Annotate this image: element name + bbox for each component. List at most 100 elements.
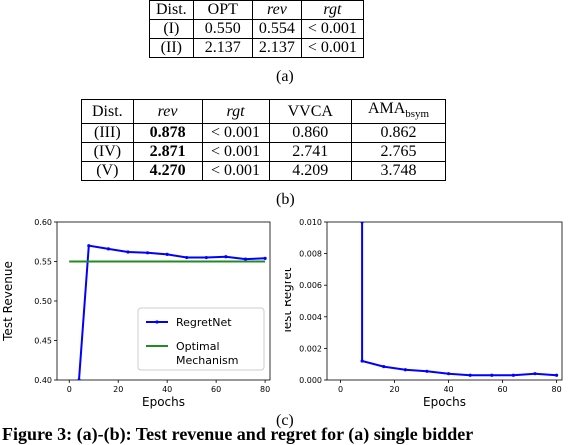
table-cell: 2.871: [132, 142, 203, 163]
figure-label: Figure 3:: [2, 424, 73, 444]
data-point: [403, 368, 407, 372]
x-axis-label: Epochs: [142, 395, 185, 409]
table-b-header-row: Dist. rev rgt VVCA AMAbsym: [81, 98, 447, 125]
table-cell: < 0.001: [201, 161, 270, 182]
bold-value: 4.270: [149, 162, 186, 180]
table-b-header-rev: rev: [132, 98, 203, 125]
y-tick-label: 0.002: [299, 344, 322, 353]
bold-value: 0.878: [149, 124, 186, 142]
table-row: (II) 2.137 2.137 < 0.001: [149, 38, 364, 58]
data-point: [77, 378, 81, 380]
x-tick-label: 80: [260, 385, 270, 394]
y-tick-label: 0.40: [34, 376, 52, 385]
x-tick-label: 60: [211, 385, 221, 394]
data-point: [468, 373, 472, 377]
data-point: [382, 364, 386, 369]
x-axis-label: Epochs: [423, 395, 466, 409]
series-line: [361, 222, 557, 377]
table-b-header-rgt: rgt: [201, 98, 270, 125]
x-tick-label: 40: [443, 385, 453, 394]
series-group: [360, 222, 559, 377]
table-cell: < 0.001: [201, 123, 270, 144]
ama-subscript: bsym: [405, 108, 430, 121]
x-tick-label: 40: [162, 385, 172, 394]
table-cell: (II): [149, 38, 194, 58]
x-tick-label: 80: [552, 385, 562, 394]
plot-frame: [326, 221, 563, 381]
table-a-header-rev: rev: [251, 0, 302, 20]
x-tick-label: 0: [67, 385, 72, 394]
y-tick-label: 0.55: [34, 258, 52, 267]
x-tick-label: 20: [113, 385, 123, 394]
table-cell: < 0.001: [300, 19, 364, 39]
data-point: [204, 255, 208, 260]
data-point: [165, 252, 169, 256]
table-row: (III) 0.878 < 0.001 0.860 0.862: [81, 123, 447, 144]
y-axis-label: Test Revenue: [1, 261, 15, 342]
table-row: (IV) 2.871 < 0.001 2.741 2.765: [81, 142, 447, 163]
table-a-header-opt: OPT: [192, 0, 253, 20]
table-b-caption: (b): [276, 191, 295, 208]
legend-box: [137, 307, 265, 371]
data-point: [554, 373, 559, 377]
table-row: (I) 0.550 0.554 < 0.001: [149, 19, 364, 39]
table-b: Dist. rev rgt VVCA AMAbsym (III) 0.878 <…: [81, 98, 447, 182]
table-cell: (V): [81, 161, 134, 182]
table-cell: 0.878: [132, 123, 203, 144]
x-tick-label: 60: [497, 385, 507, 394]
y-tick-label: 0.50: [34, 297, 52, 306]
data-point: [145, 251, 150, 255]
data-point: [106, 247, 111, 251]
table-cell: 2.137: [192, 38, 253, 58]
table-cell: 2.137: [251, 38, 302, 58]
table-cell: 2.765: [350, 142, 447, 163]
table-cell: 4.209: [268, 161, 352, 182]
legend-marker: [155, 320, 159, 324]
data-point: [126, 250, 130, 254]
regret-chart: 0.000 0.002 0.004 0.006 0.008 0.010 0 20 40 60 80 E…: [285, 218, 563, 409]
y-tick-label: 0.004: [299, 313, 322, 322]
data-point: [425, 369, 429, 373]
table-b-header-vvca: VVCA: [268, 98, 352, 125]
x-tick-label: 0: [338, 385, 343, 394]
y-tick-label: 0.60: [34, 218, 52, 227]
data-point: [360, 359, 364, 363]
revenue-chart: 0.40 0.45 0.50 0.55 0.60 0 20 40 60 80 Epochs Test …: [1, 218, 271, 409]
data-point: [87, 244, 91, 248]
table-a-header-dist: Dist.: [149, 0, 194, 20]
table-cell: < 0.001: [300, 38, 364, 58]
table-row: (V) 4.270 < 0.001 4.209 3.748: [81, 161, 447, 182]
data-point: [511, 373, 515, 377]
data-point: [243, 257, 248, 261]
y-tick-label: 0.000: [299, 376, 322, 385]
data-point: [446, 372, 451, 376]
legend-label: RegretNet: [176, 316, 232, 329]
table-b-header-dist: Dist.: [81, 98, 134, 125]
x-tick-label: 20: [389, 385, 399, 394]
table-b-header-ama: AMAbsym: [350, 98, 447, 125]
table-cell: 0.860: [268, 123, 352, 144]
table-cell: (IV): [81, 142, 134, 163]
y-tick-label: 0.008: [299, 250, 322, 259]
legend-label: Mechanism: [176, 354, 239, 367]
data-point: [263, 256, 267, 260]
figure-caption-text: (a)-(b): Test revenue and regret for (a)…: [76, 424, 474, 444]
chart-caption: (c): [276, 412, 294, 429]
table-cell: 0.862: [350, 123, 447, 144]
table-cell: (I): [149, 19, 194, 39]
table-cell: (III): [81, 123, 134, 144]
table-a-header-rgt: rgt: [300, 0, 364, 20]
table-cell: 4.270: [132, 161, 203, 182]
y-tick-label: 0.006: [299, 281, 322, 290]
bold-value: 2.871: [149, 143, 186, 161]
y-tick-label: 0.45: [34, 337, 52, 346]
legend-label: Optimal: [176, 340, 220, 353]
series-group: [69, 244, 267, 380]
ama-label: AMA: [367, 100, 406, 117]
table-a-caption: (a): [276, 68, 294, 85]
table-cell: 3.748: [350, 161, 447, 182]
y-axis-label: Test Regret: [285, 267, 294, 335]
table-cell: 0.550: [192, 19, 253, 39]
table-cell: 2.741: [268, 142, 352, 163]
data-point: [360, 222, 364, 224]
